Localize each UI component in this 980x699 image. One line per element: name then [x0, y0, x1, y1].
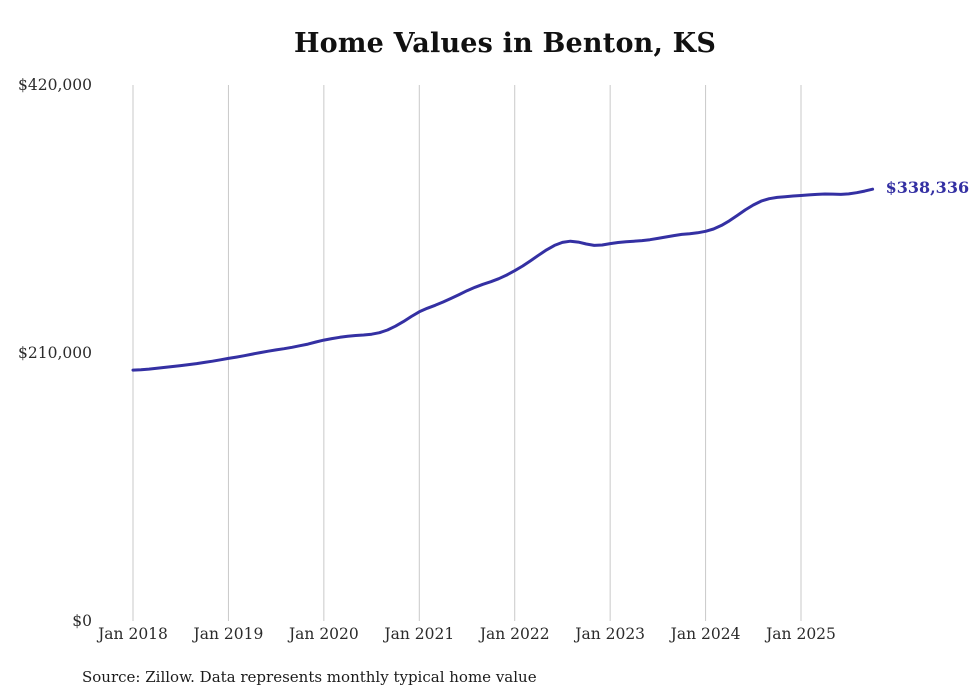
x-tick-label: Jan 2023: [575, 625, 646, 643]
home-value-line: [131, 187, 875, 372]
x-tick-label: Jan 2018: [98, 625, 168, 643]
x-tick-label: Jan 2025: [766, 625, 836, 643]
y-tick-label: $420,000: [18, 76, 92, 94]
x-tick-label: Jan 2022: [479, 625, 550, 643]
y-tick-label: $210,000: [18, 344, 92, 362]
x-tick-label: Jan 2024: [670, 625, 741, 643]
x-tick-label: Jan 2019: [193, 625, 264, 643]
x-tick-label: Jan 2021: [384, 625, 455, 643]
x-tick-label: Jan 2020: [288, 625, 359, 643]
last-value-label: $338,336: [885, 178, 970, 198]
source-note: Source: Zillow. Data represents monthly …: [82, 668, 537, 686]
y-tick-label: $0: [72, 612, 92, 630]
chart-title: Home Values in Benton, KS: [293, 28, 717, 59]
